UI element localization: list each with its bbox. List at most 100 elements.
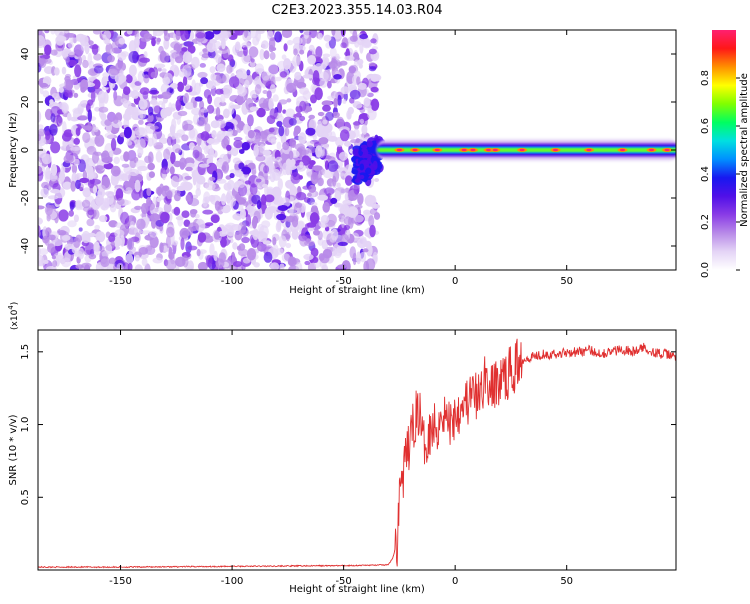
noise-blob [183,219,191,227]
noise-blob [147,162,155,171]
noise-blob [268,63,279,76]
noise-blob [281,54,287,60]
noise-blob [218,230,228,237]
noise-blob [216,119,227,129]
noise-blob [275,196,284,206]
noise-blob [73,158,80,166]
noise-blob [222,84,233,96]
noise-blob [74,64,82,78]
noise-blob [368,66,377,72]
noise-blob [134,254,140,262]
noise-blob [255,154,266,162]
noise-blob [75,173,84,178]
noise-blob [337,94,342,106]
noise-blob [70,180,76,192]
noise-blob [229,172,235,179]
x-tick-label: 50 [560,576,573,587]
noise-blob [317,194,329,201]
signal-peak [434,148,440,152]
noise-blob [165,235,172,249]
noise-blob [259,102,268,109]
noise-blob [245,214,252,227]
noise-blob [342,199,352,206]
noise-blob [263,251,273,263]
snr-x-ticks: -150 -100 -50 0 50 [109,330,573,587]
noise-blob [196,175,206,185]
noise-blob [247,114,254,127]
noise-blob [305,127,316,136]
noise-blob [143,51,148,58]
noise-blob [285,242,292,249]
noise-blob [92,79,101,90]
noise-blob [269,262,280,270]
noise-blob [246,248,257,261]
noise-blob [50,172,58,182]
noise-blob [202,209,214,215]
noise-blob [195,32,205,39]
noise-blob [179,227,190,239]
noise-blob [141,258,148,267]
noise-blob [203,145,209,155]
noise-blob [286,39,294,46]
noise-blob [211,130,217,139]
noise-blob [260,194,267,206]
noise-blob [330,228,339,241]
colorbar-tick-label: 0.8 [700,70,711,86]
noise-blob [257,245,262,251]
noise-blob [82,59,89,69]
noise-blob [194,96,203,102]
noise-blob [61,257,72,268]
noise-blob [64,33,76,38]
noise-blob [238,248,249,257]
noise-blob [359,33,369,40]
noise-blob [295,192,307,201]
noise-blob [157,187,162,197]
noise-blob [228,76,240,88]
noise-blob [93,242,101,256]
noise-blob [189,128,196,139]
noise-blob [320,131,329,139]
noise-blob [154,63,166,69]
noise-blob [158,100,164,106]
noise-blob [226,227,235,237]
noise-blob [269,108,278,120]
noise-blob [357,82,367,90]
noise-blob [241,141,250,151]
signal-peak [470,148,476,152]
noise-blob [38,148,47,159]
noise-blob [98,215,108,223]
noise-blob [299,235,309,247]
noise-blob [229,30,241,37]
noise-blob [323,34,332,42]
noise-blob [249,106,259,112]
noise-blob [281,253,291,262]
noise-blob [191,56,200,69]
noise-blob [343,140,352,147]
noise-blob [370,86,379,93]
noise-blob [114,73,126,84]
noise-blob [349,246,357,259]
noise-blob [331,30,336,36]
noise-blob [103,162,114,170]
noise-blob [121,163,130,168]
noise-blob [63,154,74,164]
noise-blob [185,162,195,169]
noise-blob [174,148,182,154]
noise-blob [182,255,189,268]
noise-blob [291,228,299,240]
noise-blob [288,256,295,266]
noise-blob [219,101,227,107]
noise-blob [62,181,72,190]
noise-blob [139,57,151,63]
noise-blob [369,224,376,238]
noise-blob [317,111,325,117]
noise-blob [175,30,181,41]
noise-blob [308,114,316,120]
noise-blob [49,99,54,105]
noise-blob [329,47,337,58]
noise-blob [286,232,290,242]
noise-blob [282,162,288,176]
noise-blob [47,195,59,200]
noise-blob [295,164,306,172]
noise-blob [134,179,141,193]
